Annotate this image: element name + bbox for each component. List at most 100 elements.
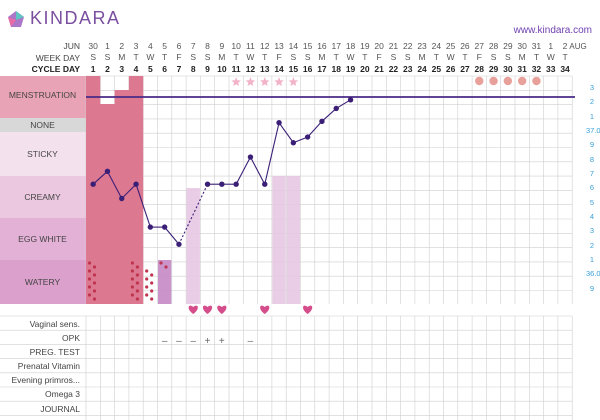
spotting-dot xyxy=(87,293,92,297)
heart-icon xyxy=(217,305,227,314)
temp-point xyxy=(219,181,225,187)
creamy-label: CREAMY xyxy=(24,192,61,202)
cycle-day-number: 13 xyxy=(260,64,270,74)
kindara-logo-icon xyxy=(8,10,24,27)
spotting-dot xyxy=(92,297,97,301)
temp-line-segment xyxy=(106,171,123,199)
cycle-day-number: 12 xyxy=(246,64,256,74)
month-label: JUN xyxy=(63,41,80,51)
cycle-day-number: 25 xyxy=(432,64,442,74)
temp-line-segment xyxy=(164,226,180,245)
spotting-dot xyxy=(130,277,134,281)
temp-tick: 2 xyxy=(589,97,595,106)
spotting-dot xyxy=(92,273,97,277)
temp-point xyxy=(90,181,96,187)
spotting-dot xyxy=(135,281,139,285)
temp-line-segment xyxy=(307,120,323,138)
cervical-fluid-bar xyxy=(272,176,286,304)
weekday-label: M xyxy=(118,52,125,62)
temp-point xyxy=(319,118,325,124)
menstruation-band xyxy=(0,76,86,118)
temp-tick: 2 xyxy=(589,241,595,250)
cycle-day-number: 15 xyxy=(289,64,299,74)
cycle-day-number: 8 xyxy=(191,64,196,74)
weekday-label: T xyxy=(434,52,439,62)
cycle-day-number: 11 xyxy=(232,64,241,74)
weekday-label: M xyxy=(419,52,426,62)
date-label: 6 xyxy=(177,41,182,51)
date-label: 13 xyxy=(274,41,284,51)
date-label: 2 xyxy=(119,41,124,51)
cycle-day-number: 30 xyxy=(503,64,513,74)
date-label: 10 xyxy=(231,41,241,51)
spotting-dot xyxy=(164,265,168,269)
spotting-dot xyxy=(130,261,134,265)
none-band xyxy=(0,118,86,132)
cycle-day-number: 29 xyxy=(489,64,499,74)
cycle-day-number: 21 xyxy=(374,64,384,74)
spotting-dot xyxy=(135,289,139,293)
weekday-label: F xyxy=(276,52,281,62)
cycle-day-number: 18 xyxy=(332,64,342,74)
weekday-label: T xyxy=(462,52,467,62)
spotting-dot xyxy=(145,277,149,281)
date-label: 8 xyxy=(205,41,210,51)
temp-point xyxy=(233,181,239,187)
temp-tick: 9 xyxy=(589,284,595,293)
date-label: 5 xyxy=(162,41,167,51)
temp-point xyxy=(247,154,254,160)
cycle-day-number: 19 xyxy=(346,64,356,74)
temp-tick: 36.0 xyxy=(586,269,600,278)
temp-line-segment xyxy=(321,108,337,122)
weekday-label: WEEK DAY xyxy=(35,53,80,63)
spotting-dot xyxy=(145,269,149,273)
weekday-label: T xyxy=(133,52,138,62)
temp-line-segment xyxy=(235,156,251,185)
cycle-day-number: 23 xyxy=(403,64,413,74)
temp-tick: 3 xyxy=(589,83,595,92)
cycle-day-number: 34 xyxy=(560,64,570,74)
temp-line-segment xyxy=(249,156,266,185)
weekday-label: T xyxy=(334,52,339,62)
temp-point xyxy=(161,224,168,230)
menstruation-flow xyxy=(86,76,144,304)
spotting-dot xyxy=(150,281,154,285)
weekday-label: F xyxy=(176,52,181,62)
cycle-day-label: CYCLE DAY xyxy=(31,64,80,74)
cycle-day-number: 4 xyxy=(134,64,139,74)
cycle-day-number: 26 xyxy=(446,64,456,74)
date-label: 17 xyxy=(332,41,342,51)
date-label: 2 xyxy=(563,41,568,51)
spotting-dot xyxy=(150,289,154,293)
date-label: 21 xyxy=(389,41,399,51)
period-forecast-icon xyxy=(517,76,527,86)
spotting-dot xyxy=(145,285,149,289)
cycle-day-number: 2 xyxy=(105,64,110,74)
cycle-day-number: 14 xyxy=(274,64,284,74)
cycle-day-number: 16 xyxy=(303,64,313,74)
opk-result-mark: – xyxy=(248,336,254,347)
watery-label: WATERY xyxy=(24,277,61,287)
date-label: 27 xyxy=(475,41,485,51)
temp-line-segment xyxy=(135,184,151,228)
date-label: 29 xyxy=(503,41,513,51)
row-label-journal: JOURNAL xyxy=(40,404,80,414)
weekday-label: S xyxy=(405,52,411,62)
temp-tick: 6 xyxy=(589,183,595,192)
temp-line-segment xyxy=(121,183,137,199)
date-label: 3 xyxy=(134,41,139,51)
weekday-label: F xyxy=(377,52,382,62)
date-label: 4 xyxy=(148,41,153,51)
brand-url-link[interactable]: www.kindara.com xyxy=(513,25,592,36)
sticky-band xyxy=(0,132,86,176)
cycle-day-number: 33 xyxy=(546,64,556,74)
heart-icon xyxy=(188,305,198,314)
temp-line-segment xyxy=(178,183,209,245)
spotting-dot xyxy=(87,277,92,281)
temp-line-segment xyxy=(335,99,351,109)
cervical-fluid-bar xyxy=(186,188,200,304)
temp-tick: 5 xyxy=(589,198,595,207)
watery-band xyxy=(0,260,86,304)
kindara-logo[interactable]: KINDARA xyxy=(6,8,121,29)
